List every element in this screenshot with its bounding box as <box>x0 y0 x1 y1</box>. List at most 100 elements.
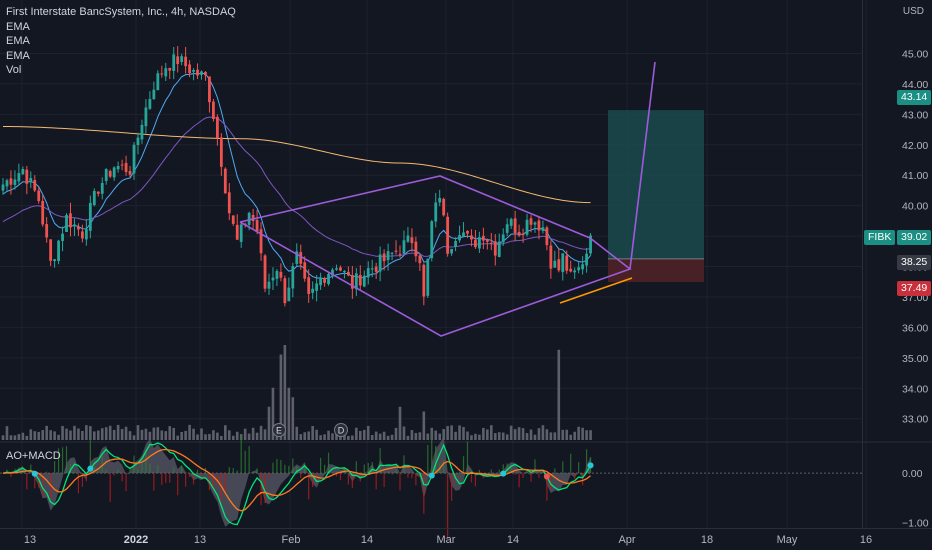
candle-body <box>164 68 168 77</box>
volume-bar <box>57 434 60 440</box>
candle-body <box>148 98 152 109</box>
candlesticks[interactable] <box>1 46 592 307</box>
volume-bar <box>251 427 255 440</box>
price-tick-label: 40.00 <box>902 201 928 213</box>
volume-bar <box>37 431 41 440</box>
volume-bar <box>585 430 588 440</box>
candle-body <box>168 67 172 71</box>
candle-body <box>73 224 76 227</box>
candle-body <box>422 264 426 297</box>
volume-bar <box>422 411 426 440</box>
volume-bar <box>569 434 573 440</box>
candle-body <box>358 274 362 286</box>
candle-body <box>545 227 549 246</box>
volume-bar <box>295 426 299 440</box>
volume-bar <box>17 434 21 440</box>
volume-bar <box>299 434 303 440</box>
candle-body <box>350 275 354 289</box>
candle-body <box>470 235 473 240</box>
candle-body <box>104 169 108 181</box>
volume-bar <box>53 431 56 440</box>
candle-body <box>390 252 394 254</box>
volume-bar <box>470 435 473 440</box>
candle-body <box>120 164 124 166</box>
volume-bar <box>192 428 195 440</box>
candle-body <box>493 241 497 256</box>
study-ema-3[interactable]: EMA <box>6 49 30 62</box>
indicator-legend[interactable]: AO+MACD <box>6 450 61 462</box>
candle-body <box>239 224 243 242</box>
volume-bar <box>89 426 92 440</box>
price-tick-label: 44.00 <box>902 79 928 91</box>
candle-body <box>212 101 215 119</box>
volume-bar <box>271 387 275 440</box>
volume-bar <box>402 426 406 440</box>
price-tick-label: 41.00 <box>902 170 928 182</box>
volume-bar <box>406 435 410 440</box>
volume-bar <box>565 429 569 440</box>
candle-body <box>176 56 180 64</box>
symbol-title[interactable]: First Interstate BancSystem, Inc., 4h, N… <box>6 6 236 18</box>
candle-body <box>366 268 370 278</box>
volume-bar <box>525 433 529 440</box>
candle-body <box>462 232 465 237</box>
candle-body <box>450 248 454 254</box>
candle-body <box>96 191 100 194</box>
volume-bar <box>589 430 592 440</box>
candle-body <box>291 266 295 289</box>
indicator-tick-label: −1.00 <box>902 518 929 530</box>
candle-body <box>287 287 291 302</box>
volume-bar <box>204 434 207 440</box>
volume-bar <box>41 430 44 440</box>
candle-body <box>513 218 517 234</box>
volume-bar <box>493 433 497 440</box>
candle-body <box>307 277 311 294</box>
candle-body <box>61 233 64 241</box>
volume-bar <box>394 427 398 440</box>
diamond-pattern <box>239 175 632 337</box>
volume-bar <box>69 430 72 440</box>
candle-body <box>378 254 382 272</box>
price-tick-label: 45.00 <box>902 48 928 60</box>
candle-body <box>426 258 430 296</box>
volume-bar <box>224 425 227 440</box>
candle-body <box>57 240 60 261</box>
pattern-drawings[interactable] <box>239 61 656 337</box>
candle-body <box>295 251 299 264</box>
last-price-tag: 39.02 <box>897 230 932 245</box>
volume-bar <box>21 432 25 440</box>
ao-macd-pane[interactable] <box>0 434 932 539</box>
candle-body <box>505 224 509 233</box>
volume-bar <box>235 431 239 440</box>
volume-bar <box>521 428 525 440</box>
volume-bar <box>112 429 116 440</box>
cross-marker <box>428 472 435 479</box>
candle-body <box>501 234 505 243</box>
time-tick-label: 2022 <box>124 534 148 546</box>
candle-body <box>581 264 585 270</box>
volume-bar <box>9 435 13 440</box>
candle-body <box>263 255 267 289</box>
volume-bar <box>25 435 29 440</box>
price-tick-label: 42.00 <box>902 140 928 152</box>
candle-body <box>573 270 577 273</box>
candle-body <box>283 278 287 304</box>
volume-bar <box>247 433 251 440</box>
candle-body <box>9 178 13 185</box>
volume-bar <box>283 345 287 440</box>
candle-body <box>533 222 537 225</box>
candle-body <box>331 269 334 276</box>
study-ema-2[interactable]: EMA <box>6 35 30 47</box>
volume-bar <box>128 431 132 440</box>
volume-bar <box>291 397 295 440</box>
study-vol[interactable]: Vol <box>6 64 22 76</box>
volume-bar <box>351 435 354 440</box>
study-ema-1[interactable]: EMA <box>6 20 30 33</box>
volume-bar <box>517 427 521 440</box>
candle-body <box>303 262 307 279</box>
volume-bar <box>382 431 386 440</box>
time-tick-label: 13 <box>194 534 206 546</box>
ao-histogram <box>3 436 591 527</box>
